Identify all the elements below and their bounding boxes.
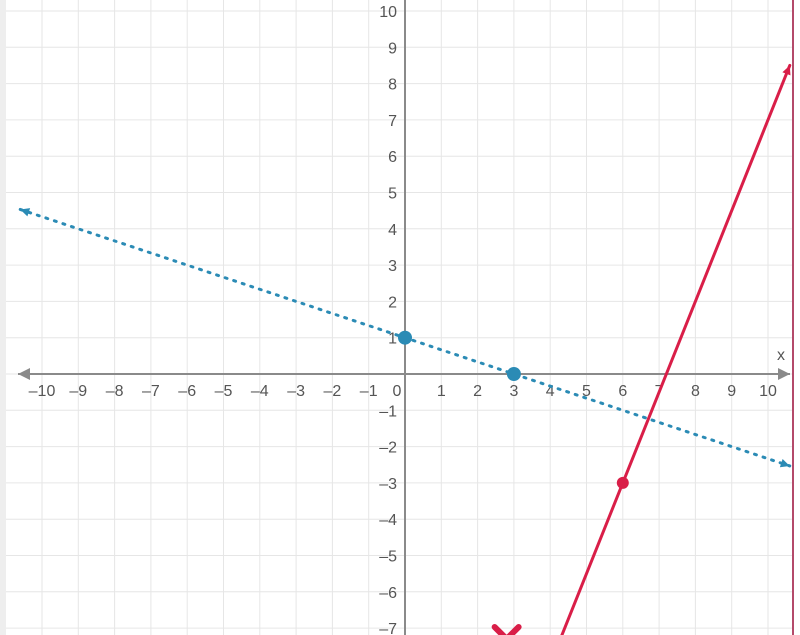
svg-text:2: 2 (473, 383, 482, 400)
right-border (792, 0, 800, 635)
svg-text:8: 8 (691, 383, 700, 400)
svg-text:–4: –4 (379, 512, 397, 529)
left-margin (0, 0, 6, 635)
svg-text:0: 0 (393, 383, 402, 400)
gridlines (0, 0, 800, 635)
svg-text:8: 8 (388, 77, 397, 94)
svg-text:6: 6 (618, 383, 627, 400)
coordinate-graph: { "chart": { "type": "line", "xlim": [-1… (0, 0, 800, 635)
svg-text:–7: –7 (142, 383, 160, 400)
tick-labels: –10–9–8–7–6–5–4–3–2–1123456789100–8–7–6–… (29, 4, 777, 635)
svg-text:10: 10 (759, 383, 777, 400)
svg-text:–7: –7 (379, 621, 397, 635)
svg-text:7: 7 (388, 113, 397, 130)
svg-text:–5: –5 (379, 549, 397, 566)
svg-text:–10: –10 (29, 383, 56, 400)
svg-text:–6: –6 (379, 585, 397, 602)
red-line (495, 65, 791, 635)
svg-text:10: 10 (379, 4, 397, 21)
svg-text:–5: –5 (215, 383, 233, 400)
svg-text:–1: –1 (379, 403, 397, 420)
svg-text:1: 1 (437, 383, 446, 400)
axes: x (18, 0, 790, 635)
graph-svg: x –10–9–8–7–6–5–4–3–2–1123456789100–8–7–… (0, 0, 800, 635)
svg-text:–2: –2 (379, 440, 397, 457)
svg-text:–1: –1 (360, 383, 378, 400)
svg-text:–9: –9 (69, 383, 87, 400)
svg-text:6: 6 (388, 149, 397, 166)
svg-text:5: 5 (388, 186, 397, 203)
svg-text:3: 3 (388, 258, 397, 275)
svg-text:9: 9 (388, 40, 397, 57)
svg-text:3: 3 (509, 383, 518, 400)
svg-text:x: x (777, 347, 785, 364)
svg-text:–4: –4 (251, 383, 269, 400)
svg-text:–6: –6 (178, 383, 196, 400)
svg-text:2: 2 (388, 294, 397, 311)
svg-text:–3: –3 (379, 476, 397, 493)
svg-text:–8: –8 (106, 383, 124, 400)
svg-text:–3: –3 (287, 383, 305, 400)
svg-text:4: 4 (388, 222, 397, 239)
svg-text:9: 9 (727, 383, 736, 400)
svg-text:–2: –2 (324, 383, 342, 400)
